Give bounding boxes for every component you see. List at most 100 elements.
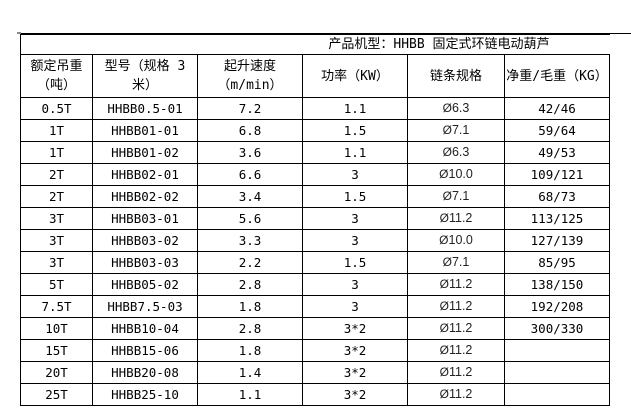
table-row: 3T HHBB03-01 5.6 3 Ø11.2 113/125 xyxy=(20,207,611,230)
cell-weight: 138/150 xyxy=(503,273,611,296)
cell-rated-load: 5T xyxy=(20,273,93,296)
cell-rated-load: 2T xyxy=(20,185,93,208)
table-row: 3T HHBB03-02 3.3 3 Ø10.0 127/139 xyxy=(20,229,611,252)
cell-power: 1.5 xyxy=(302,185,408,208)
cell-lift-speed: 3.4 xyxy=(197,185,303,208)
cell-lift-speed: 1.4 xyxy=(197,361,303,384)
cell-weight: 300/330 xyxy=(503,317,611,340)
cell-weight: 42/46 xyxy=(503,97,611,120)
diameter-symbol: Ø xyxy=(439,233,449,247)
cell-chain-spec: Ø11.2 xyxy=(407,339,505,362)
cell-lift-speed: 3.6 xyxy=(197,141,303,164)
cell-rated-load: 15T xyxy=(20,339,93,362)
cell-model: HHBB0.5-01 xyxy=(92,97,198,120)
cell-weight: 113/125 xyxy=(503,207,611,230)
table-title: 产品机型：HHBB 固定式环链电动葫芦 xyxy=(19,34,610,55)
cell-weight: 127/139 xyxy=(503,229,611,252)
cell-model: HHBB10-04 xyxy=(92,317,198,340)
cell-lift-speed: 1.8 xyxy=(197,339,303,362)
cell-chain-spec: Ø11.2 xyxy=(407,273,505,296)
chain-diameter: 11.2 xyxy=(448,277,473,291)
chain-diameter: 11.2 xyxy=(448,321,473,335)
cell-chain-spec: Ø6.3 xyxy=(407,141,505,164)
cell-weight: 192/208 xyxy=(503,295,611,318)
diameter-symbol: Ø xyxy=(442,123,452,137)
table-row: 1T HHBB01-01 6.8 1.5 Ø7.1 59/64 xyxy=(20,119,611,142)
cell-chain-spec: Ø6.3 xyxy=(407,97,505,120)
cell-power: 3 xyxy=(302,229,408,252)
cell-weight xyxy=(503,361,611,384)
cell-lift-speed: 1.1 xyxy=(197,383,303,406)
cell-model: HHBB05-02 xyxy=(92,273,198,296)
header-weight: 净重/毛重（KG） xyxy=(503,54,611,98)
table-row: 10T HHBB10-04 2.8 3*2 Ø11.2 300/330 xyxy=(20,317,611,340)
cell-model: HHBB15-06 xyxy=(92,339,198,362)
chain-diameter: 11.2 xyxy=(448,365,473,379)
table-row: 15T HHBB15-06 1.8 3*2 Ø11.2 xyxy=(20,339,611,362)
cell-power: 3*2 xyxy=(302,317,408,340)
diameter-symbol: Ø xyxy=(439,343,449,357)
cell-weight xyxy=(503,339,611,362)
chain-diameter: 11.2 xyxy=(448,387,473,401)
cell-rated-load: 3T xyxy=(20,251,93,274)
cell-chain-spec: Ø11.2 xyxy=(407,383,505,406)
cell-chain-spec: Ø7.1 xyxy=(407,119,505,142)
cell-lift-speed: 2.8 xyxy=(197,273,303,296)
chain-diameter: 11.2 xyxy=(448,299,473,313)
cell-model: HHBB20-08 xyxy=(92,361,198,384)
header-model: 型号（规格 3 米） xyxy=(92,54,198,98)
cell-chain-spec: Ø10.0 xyxy=(407,229,505,252)
header-chain-spec: 链条规格 xyxy=(407,54,505,98)
chain-diameter: 7.1 xyxy=(451,189,470,203)
cell-rated-load: 20T xyxy=(20,361,93,384)
diameter-symbol: Ø xyxy=(439,211,449,225)
cell-lift-speed: 3.3 xyxy=(197,229,303,252)
chain-diameter: 11.2 xyxy=(448,343,473,357)
cell-weight xyxy=(503,383,611,406)
cell-rated-load: 1T xyxy=(20,119,93,142)
title-row: 产品机型：HHBB 固定式环链电动葫芦 xyxy=(19,34,610,55)
header-row: 额定吊重（吨） 型号（规格 3 米） 起升速度（m/min） 功率（KW） 链条… xyxy=(20,54,611,98)
table-row: 20T HHBB20-08 1.4 3*2 Ø11.2 xyxy=(20,361,611,384)
cell-rated-load: 25T xyxy=(20,383,93,406)
cell-model: HHBB03-01 xyxy=(92,207,198,230)
cell-power: 1.1 xyxy=(302,97,408,120)
cell-power: 3 xyxy=(302,295,408,318)
cell-model: HHBB25-10 xyxy=(92,383,198,406)
header-lift-speed: 起升速度（m/min） xyxy=(197,54,303,98)
diameter-symbol: Ø xyxy=(442,189,452,203)
diameter-symbol: Ø xyxy=(439,365,449,379)
cell-chain-spec: Ø11.2 xyxy=(407,317,505,340)
cell-weight: 68/73 xyxy=(503,185,611,208)
cell-rated-load: 3T xyxy=(20,229,93,252)
cell-power: 1.5 xyxy=(302,119,408,142)
cell-weight: 109/121 xyxy=(503,163,611,186)
cell-power: 3 xyxy=(302,163,408,186)
cell-rated-load: 3T xyxy=(20,207,93,230)
top-rule xyxy=(20,33,631,34)
cell-lift-speed: 2.8 xyxy=(197,317,303,340)
cell-rated-load: 10T xyxy=(20,317,93,340)
chain-diameter: 7.1 xyxy=(451,123,470,137)
cell-power: 3 xyxy=(302,207,408,230)
cell-model: HHBB01-02 xyxy=(92,141,198,164)
diameter-symbol: Ø xyxy=(439,167,449,181)
table-row: 0.5T HHBB0.5-01 7.2 1.1 Ø6.3 42/46 xyxy=(20,97,611,120)
cell-power: 1.1 xyxy=(302,141,408,164)
chain-diameter: 6.3 xyxy=(451,101,470,115)
cell-power: 3 xyxy=(302,273,408,296)
cell-lift-speed: 6.6 xyxy=(197,163,303,186)
cell-model: HHBB02-01 xyxy=(92,163,198,186)
cell-power: 3*2 xyxy=(302,339,408,362)
cell-rated-load: 7.5T xyxy=(20,295,93,318)
header-power: 功率（KW） xyxy=(302,54,408,98)
cell-lift-speed: 2.2 xyxy=(197,251,303,274)
cell-model: HHBB02-02 xyxy=(92,185,198,208)
spec-table: 产品机型：HHBB 固定式环链电动葫芦 额定吊重（吨） 型号（规格 3 米） 起… xyxy=(19,34,611,406)
diameter-symbol: Ø xyxy=(439,387,449,401)
cell-power: 3*2 xyxy=(302,383,408,406)
cell-weight: 85/95 xyxy=(503,251,611,274)
cell-rated-load: 2T xyxy=(20,163,93,186)
diameter-symbol: Ø xyxy=(442,101,452,115)
cell-weight: 49/53 xyxy=(503,141,611,164)
